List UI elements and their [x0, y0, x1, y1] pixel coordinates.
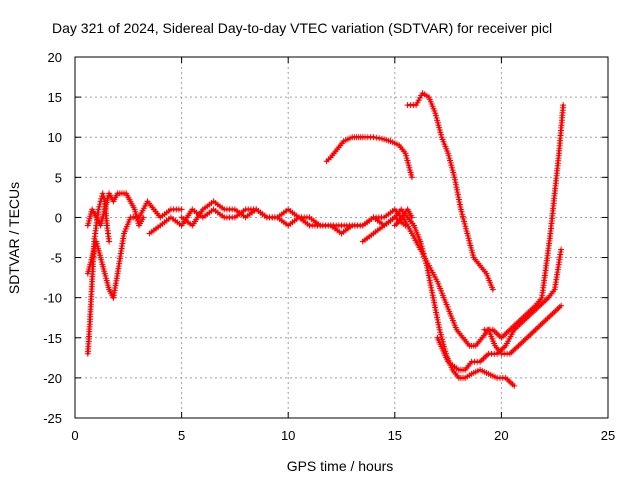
- y-tick-label: -10: [43, 291, 62, 306]
- y-tick-label: -25: [43, 411, 62, 426]
- y-tick-label: 15: [48, 90, 62, 105]
- series-line: [406, 91, 495, 291]
- data-point-marker: [370, 134, 377, 141]
- data-point-marker: [558, 302, 565, 309]
- data-point-marker: [100, 193, 107, 200]
- data-point-marker: [560, 102, 567, 109]
- series-track-3: [84, 190, 147, 229]
- x-axis-ticks: 0 5 10 15 20 25: [71, 57, 615, 443]
- data-point-marker: [489, 286, 496, 293]
- x-tick-label: 5: [178, 428, 185, 443]
- y-tick-label: 20: [48, 50, 62, 65]
- y-tick-label: 0: [55, 210, 62, 225]
- chart-title: Day 321 of 2024, Sidereal Day-to-day VTE…: [52, 20, 552, 36]
- series-track-9: [359, 206, 518, 389]
- x-tick-label: 15: [388, 428, 402, 443]
- series-track-8: [404, 90, 496, 293]
- data-point-marker: [101, 195, 108, 202]
- series-track-7: [323, 134, 415, 181]
- data-point-marker: [511, 382, 518, 389]
- y-tick-label: -20: [43, 371, 62, 386]
- x-tick-label: 20: [494, 428, 508, 443]
- data-point-marker: [558, 246, 565, 253]
- data-point-marker: [178, 206, 185, 213]
- y-tick-label: 10: [48, 130, 62, 145]
- x-tick-label: 10: [281, 428, 295, 443]
- y-axis-ticks: -25 -20 -15 -10 -5 0 5 10 15 20: [43, 50, 608, 426]
- x-tick-label: 0: [71, 428, 78, 443]
- series-track-12: [481, 102, 567, 341]
- y-tick-label: 5: [55, 170, 62, 185]
- x-tick-label: 25: [601, 428, 615, 443]
- x-axis-label: GPS time / hours: [287, 458, 394, 474]
- plot-frame: [74, 56, 609, 419]
- data-point-marker: [96, 203, 103, 210]
- data-point-marker: [95, 206, 102, 213]
- data-point-marker: [106, 238, 113, 245]
- y-tick-label: -5: [50, 251, 62, 266]
- y-tick-label: -15: [43, 331, 62, 346]
- series-track-4: [110, 198, 185, 301]
- data-point-marker: [99, 190, 106, 197]
- grid-lines: [75, 57, 608, 418]
- series-track-10: [391, 214, 565, 357]
- data-point-marker: [96, 201, 103, 208]
- series-group: [84, 90, 567, 389]
- data-point-marker: [408, 174, 415, 181]
- y-axis-label: SDTVAR / TECUs: [6, 182, 22, 294]
